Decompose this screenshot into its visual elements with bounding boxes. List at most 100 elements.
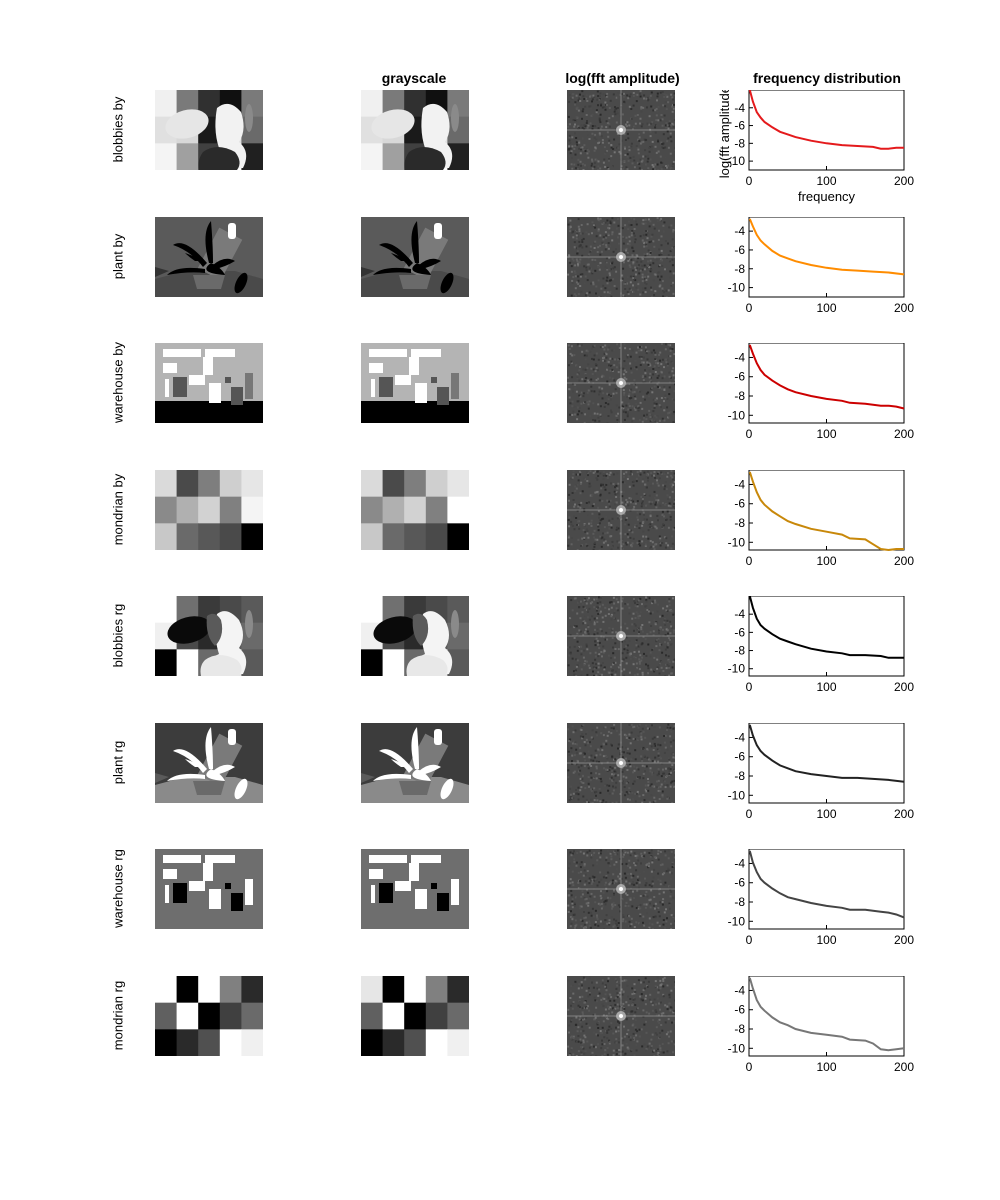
mosaic-cell xyxy=(382,496,405,524)
fft-image xyxy=(567,722,675,803)
x-tick-label: 100 xyxy=(816,174,836,188)
row-label: blobbies by xyxy=(110,96,126,163)
y-tick-label: -8 xyxy=(734,261,745,275)
mosaic-cell xyxy=(447,1028,469,1056)
mosaic-cell xyxy=(198,1002,221,1030)
x-axis-label: frequency xyxy=(798,189,856,204)
mosaic-cell xyxy=(176,1002,199,1030)
y-tick-label: -6 xyxy=(734,242,745,256)
fft-image xyxy=(567,975,675,1056)
mosaic-cell xyxy=(382,649,405,676)
mosaic-cell xyxy=(198,90,221,118)
mosaic-cell xyxy=(447,975,469,1003)
plot-frame xyxy=(748,596,905,677)
mosaic-cell xyxy=(382,469,405,497)
mosaic-cell xyxy=(241,1028,263,1056)
plant-leaves xyxy=(167,726,235,781)
mosaic-cell xyxy=(155,1002,178,1030)
mosaic-cell xyxy=(404,975,427,1003)
x-tick-label: 200 xyxy=(894,174,914,188)
series-line xyxy=(748,850,905,919)
x-tick-label: 0 xyxy=(746,554,753,568)
mosaic-cell xyxy=(447,496,469,524)
mosaic-cell xyxy=(241,469,263,497)
mosaic-cell xyxy=(447,649,469,676)
mosaic-cell xyxy=(404,90,427,118)
original-image xyxy=(155,596,263,676)
fft-noise xyxy=(567,343,675,423)
x-tick-label: 200 xyxy=(894,301,914,315)
y-tick-label: -10 xyxy=(728,914,746,928)
x-tick-label: 100 xyxy=(816,933,836,947)
mosaic-cell xyxy=(155,143,178,170)
mosaic-cell xyxy=(198,469,221,497)
x-tick-label: 200 xyxy=(894,554,914,568)
y-tick-label: -8 xyxy=(734,389,745,403)
y-tick-label: -4 xyxy=(734,350,745,364)
mosaic-cell xyxy=(155,975,178,1003)
series-line xyxy=(748,596,904,659)
blob-shapes xyxy=(371,103,459,170)
grayscale-image xyxy=(361,90,469,170)
mosaic-cell xyxy=(404,496,427,524)
mosaic-cell xyxy=(176,1028,199,1056)
mosaic-cell xyxy=(447,522,469,550)
mosaic-cell xyxy=(155,596,178,624)
series-line xyxy=(748,724,905,783)
mosaic-cell xyxy=(404,469,427,497)
x-tick-label: 0 xyxy=(746,807,753,821)
y-tick-label: -10 xyxy=(728,535,746,549)
mosaic-cell xyxy=(382,1002,405,1030)
mosaic-cell xyxy=(361,596,384,624)
frequency-plot: -4 -6 -8 -100 100 200 xyxy=(728,596,914,694)
y-tick-label: -8 xyxy=(734,1022,745,1036)
y-tick-label: -4 xyxy=(734,983,745,997)
fft-noise xyxy=(567,469,675,550)
fft-noise xyxy=(567,216,675,297)
mosaic-cell xyxy=(241,496,263,524)
grayscale-image xyxy=(361,975,469,1056)
y-tick-label: -10 xyxy=(728,408,746,422)
mosaic-cell xyxy=(155,1028,178,1056)
mosaic-cell xyxy=(404,522,427,550)
blob-shapes xyxy=(373,610,459,676)
mosaic-cell xyxy=(382,522,405,550)
mosaic-cell xyxy=(219,1028,242,1056)
mosaic-cell xyxy=(425,1002,448,1030)
mosaic-cell xyxy=(155,469,178,497)
mosaic-cell xyxy=(176,522,199,550)
x-tick-label: 200 xyxy=(894,807,914,821)
x-tick-label: 0 xyxy=(746,174,753,188)
mosaic-cell xyxy=(241,522,263,550)
fft-image xyxy=(567,469,675,550)
mosaic-cell xyxy=(361,1028,384,1056)
mosaic-cell xyxy=(404,1002,427,1030)
y-tick-label: -8 xyxy=(734,136,745,150)
x-tick-label: 200 xyxy=(894,1060,914,1074)
y-tick-label: -4 xyxy=(734,856,745,870)
plot-frame xyxy=(748,469,905,550)
x-tick-label: 0 xyxy=(746,680,753,694)
plot-frame xyxy=(748,216,905,297)
y-tick-label: -6 xyxy=(734,749,745,763)
y-tick-label: -4 xyxy=(734,607,745,621)
x-tick-label: 200 xyxy=(894,427,914,441)
mosaic-cell xyxy=(241,1002,263,1030)
series-line xyxy=(748,977,905,1051)
mosaic-cell xyxy=(404,1028,427,1056)
x-tick-label: 100 xyxy=(816,680,836,694)
series-line xyxy=(748,90,904,150)
original-image xyxy=(155,849,263,929)
mosaic-cell xyxy=(361,90,384,118)
fft-image xyxy=(567,849,675,929)
y-tick-label: -10 xyxy=(728,662,746,676)
row-label: mondrian rg xyxy=(110,980,126,1050)
mosaic-cell xyxy=(361,975,384,1003)
mosaic-cell xyxy=(219,496,242,524)
row-label: warehouse rg xyxy=(110,849,126,928)
mosaic-cell xyxy=(361,469,384,497)
mosaic-cell xyxy=(155,522,178,550)
mosaic-cell xyxy=(198,1028,221,1056)
original-image xyxy=(155,975,263,1056)
x-tick-label: 0 xyxy=(746,301,753,315)
